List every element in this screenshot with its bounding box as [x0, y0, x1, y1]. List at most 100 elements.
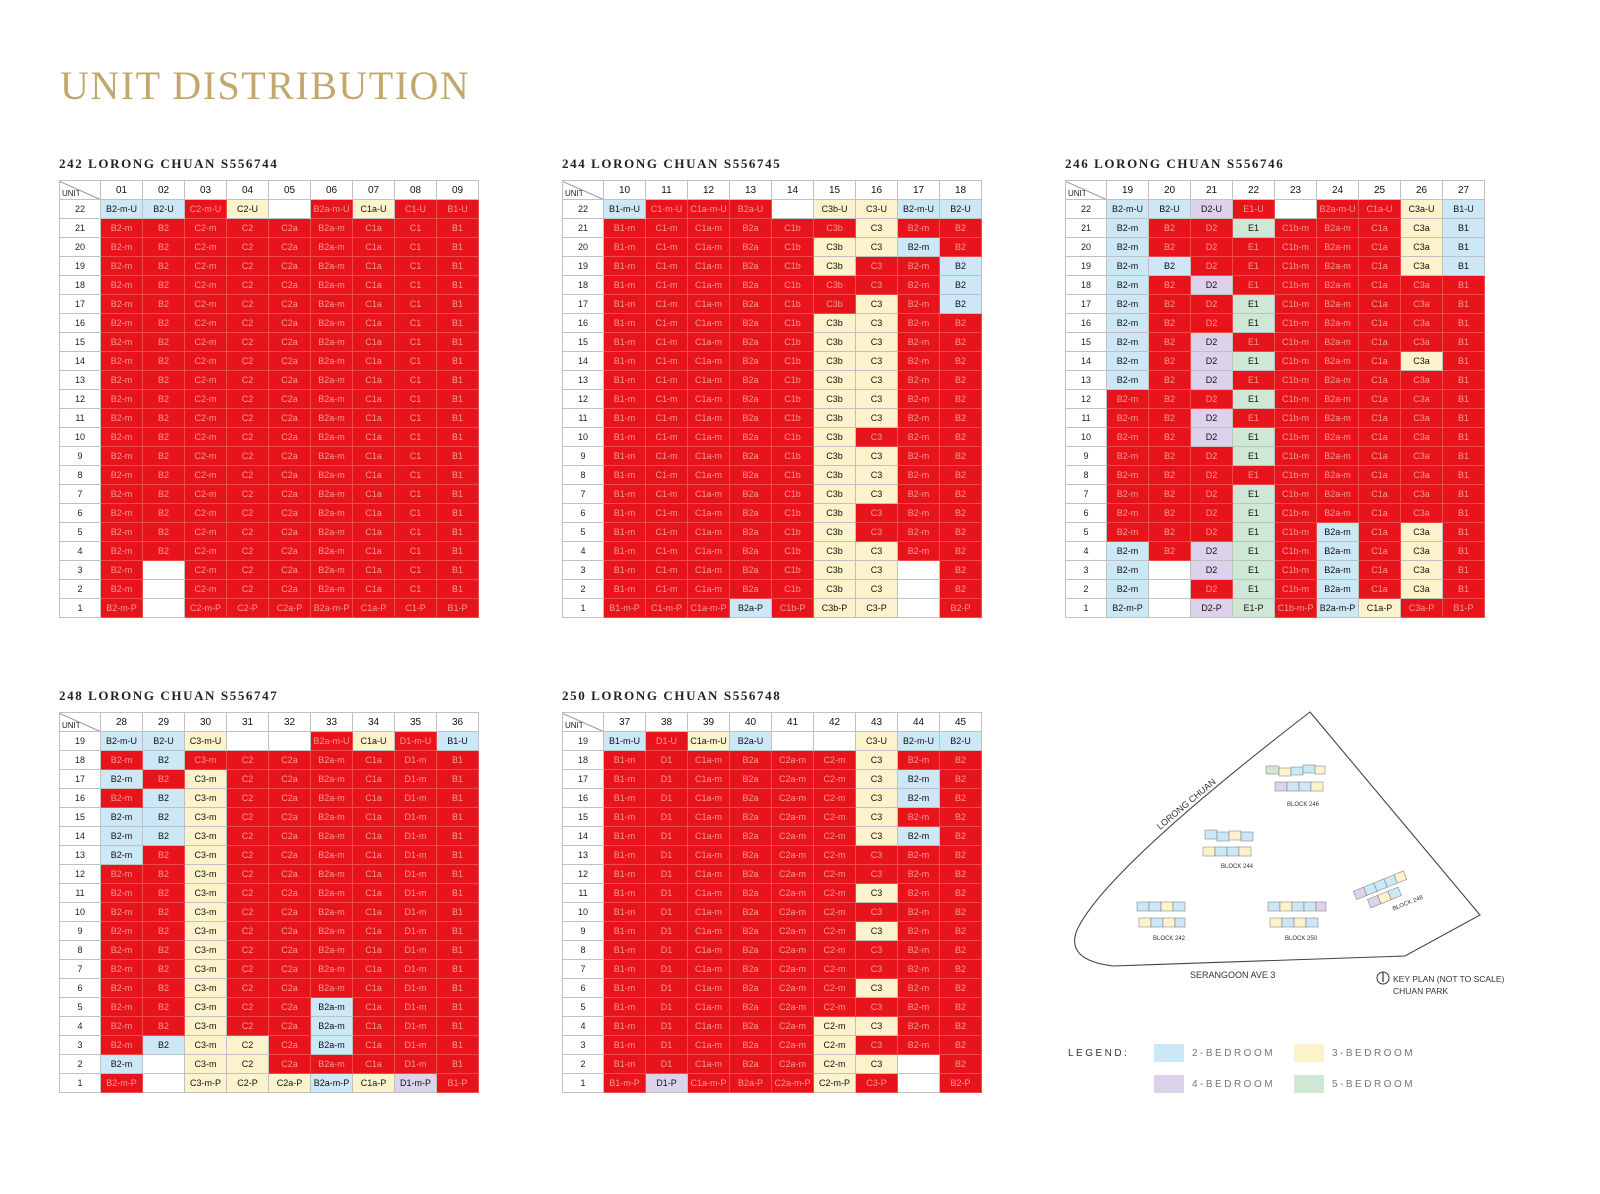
unit-cell-sold: B2-m [897, 256, 940, 276]
unit-cell-sold: C1-m [645, 332, 688, 352]
unit-cell-empty [142, 1073, 185, 1093]
unit-cell-sold: C1-m [645, 275, 688, 295]
floor-row: 2 B1-m D1 C1a-m B2a C2a-m C2-m C3 B2 [562, 1054, 982, 1074]
unit-cell-empty [142, 598, 185, 618]
unit-cell-sold: C1a [1358, 541, 1401, 561]
floor-label: 14 [562, 826, 604, 846]
unit-cell-sold: C1b-m [1274, 408, 1317, 428]
unit-cell-available: C1a-P [352, 1073, 395, 1093]
unit-cell-sold: B2a-m [1316, 370, 1359, 390]
unit-cell-sold: C1a-m-P [687, 598, 730, 618]
unit-cell-sold: B1-m [603, 427, 646, 447]
unit-cell-sold: C2a [268, 788, 311, 808]
floor-row: 19 B2-m B2 D2 E1 C1b-m B2a-m C1a C3a B1 [1065, 256, 1485, 276]
unit-cell-sold: B1 [1442, 351, 1485, 371]
unit-cell-available: B2-m [897, 826, 940, 846]
unit-cell-sold: D1-m [394, 902, 437, 922]
unit-cell-available: C3-U [855, 731, 898, 751]
block-242-footprint: BLOCK 242 [1136, 901, 1186, 942]
unit-cell-available: B2-m [1106, 579, 1149, 599]
unit-cell-sold: C2 [226, 351, 269, 371]
unit-cell-sold: B2a [729, 902, 772, 922]
unit-cell-sold: C1a-P [352, 598, 395, 618]
floor-row: 9 B1-m C1-m C1a-m B2a C1b C3b C3 B2-m B2 [562, 446, 982, 466]
unit-cell-sold: B2a-m-U [1316, 199, 1359, 219]
unit-cell-sold: C2-m [184, 503, 227, 523]
unit-cell-sold: B2 [1148, 484, 1191, 504]
key-plan-map: LORONG CHUAN SERANGOON AVE 3 BLOCK 246 B… [1074, 711, 1504, 996]
unit-cell-sold: B2a-m [310, 883, 353, 903]
unit-cell-sold: B2 [142, 902, 185, 922]
floor-label: 17 [59, 294, 101, 314]
unit-column-header: 29 [142, 712, 185, 732]
unit-cell-available: C1a-U [352, 731, 395, 751]
unit-cell-available: B2-m [100, 845, 143, 865]
unit-cell-sold: C1a [352, 902, 395, 922]
floor-label: 15 [59, 807, 101, 827]
unit-cell-sold: B2 [939, 959, 982, 979]
unit-cell-available: C3-m [184, 940, 227, 960]
unit-cell-sold: B2a [729, 256, 772, 276]
floor-label: 6 [59, 503, 101, 523]
unit-cell-sold: C1b-m [1274, 351, 1317, 371]
unit-cell-sold: C1a-m [687, 902, 730, 922]
unit-cell-sold: B1-m [603, 503, 646, 523]
unit-cell-sold: C1a-m-P [687, 1073, 730, 1093]
unit-cell-available: C3a [1400, 256, 1443, 276]
unit-cell-sold: C1b [771, 465, 814, 485]
unit-cell-sold: C3 [855, 902, 898, 922]
block-250-table: 250 LORONG CHUAN S556748 UNIT 37 38 39 40 41 4… [562, 688, 982, 1093]
unit-cell-sold: C1-m [645, 560, 688, 580]
unit-cell-sold: B2-P [939, 598, 982, 618]
floor-label: 7 [1065, 484, 1107, 504]
unit-cell-sold: C1a-m-U [687, 199, 730, 219]
floor-label: 4 [1065, 541, 1107, 561]
floor-row: 3 B2-m B2 C3-m C2 C2a B2a-m C1a D1-m B1 [59, 1035, 479, 1055]
floor-row: 7 B2-m B2 C2-m C2 C2a B2a-m C1a C1 B1 [59, 484, 479, 504]
unit-cell-sold: B2-m [100, 370, 143, 390]
unit-cell-sold: B2 [939, 427, 982, 447]
unit-cell-sold: B1 [1442, 560, 1485, 580]
unit-column-header: 07 [352, 180, 395, 200]
unit-cell-sold: B2a-m-P [310, 598, 353, 618]
unit-cell-sold: C1a-m [687, 1054, 730, 1074]
unit-cell-sold: B2 [1148, 275, 1191, 295]
floor-label: 20 [562, 237, 604, 257]
unit-cell-sold: B1-m [603, 788, 646, 808]
unit-cell-available: B2-m-U [897, 199, 940, 219]
unit-cell-sold: B2a [729, 427, 772, 447]
floor-label: 5 [59, 997, 101, 1017]
unit-cell-sold: C1-m [645, 427, 688, 447]
block-label: BLOCK 246 [1287, 802, 1320, 808]
unit-cell-sold: C1a-m [687, 769, 730, 789]
unit-cell-sold: C2 [226, 750, 269, 770]
unit-column-header: 34 [352, 712, 395, 732]
unit-cell-sold: D2 [1190, 313, 1233, 333]
unit-cell-sold: C1a-m [687, 788, 730, 808]
floor-row: 7 B2-m B2 D2 E1 C1b-m B2a-m C1a C3a B1 [1065, 484, 1485, 504]
unit-cell-sold: C2-m [813, 864, 856, 884]
unit-cell-sold: C2a-m [771, 807, 814, 827]
unit-cell-available: C3a [1400, 218, 1443, 238]
unit-cell-available: B2-m [100, 769, 143, 789]
unit-column-header: 26 [1400, 180, 1443, 200]
unit-cell-sold: D1 [645, 864, 688, 884]
unit-cell-sold: C1a-m [687, 560, 730, 580]
floor-label: 19 [1065, 256, 1107, 276]
unit-cell-sold: B2-m [897, 845, 940, 865]
unit-cell-sold: B1 [1442, 332, 1485, 352]
unit-cell-sold: B2a-m-U [310, 199, 353, 219]
unit-cell-sold: C2-m [813, 883, 856, 903]
unit-cell-sold: C1 [394, 370, 437, 390]
unit-cell-sold: C1a [352, 826, 395, 846]
unit-cell-sold: C2a [268, 560, 311, 580]
unit-cell-sold: B2 [142, 294, 185, 314]
block-label: BLOCK 250 [1285, 936, 1318, 942]
floor-label: 10 [59, 902, 101, 922]
unit-cell-sold: C2 [226, 484, 269, 504]
unit-cell-sold: D1-m [394, 997, 437, 1017]
page-title: UNIT DISTRIBUTION [60, 63, 471, 108]
floor-row: 19 B1-m C1-m C1a-m B2a C1b C3b C3 B2-m B2 [562, 256, 982, 276]
unit-cell-sold: C1a-m [687, 237, 730, 257]
floor-row: 15 B1-m C1-m C1a-m B2a C1b C3b C3 B2-m B2 [562, 332, 982, 352]
